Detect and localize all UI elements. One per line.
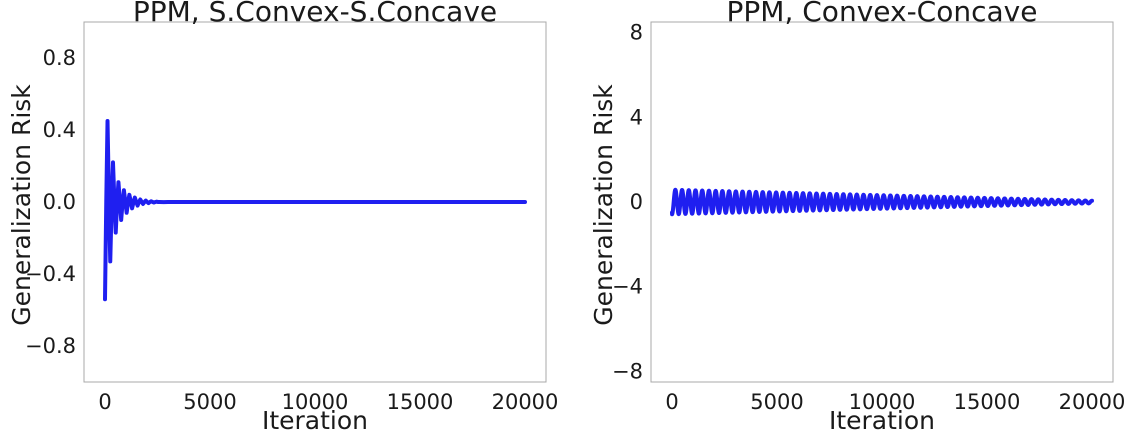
right-chart-title: PPM, Convex-Concave [727,0,1038,28]
right-x-tick-label: 20000 [1059,390,1126,414]
left-y-axis-label: Generalization Risk [7,84,36,326]
left-chart: 0 5000 10000 15000 20000 0.8 0.4 0.0 −0.4 −0.8 P… [7,0,558,435]
right-series-line [670,187,1094,217]
right-x-tick-label: 15000 [954,390,1021,414]
right-y-ticks: 8 4 0 −4 −8 [612,21,643,384]
left-y-tick-label: −0.4 [25,262,76,286]
left-x-tick-label: 15000 [387,390,454,414]
right-series-lines [670,187,1094,217]
left-series-lines [103,119,527,302]
right-y-tick-label: 0 [630,190,643,214]
left-plot-frame [83,21,547,383]
right-y-tick-label: 8 [630,21,643,45]
right-y-axis-label: Generalization Risk [589,84,618,326]
right-x-axis-label: Iteration [829,406,935,435]
left-x-tick-label: 0 [98,390,111,414]
right-x-ticks: 0 5000 10000 15000 20000 [665,390,1125,414]
left-series-line [103,119,527,302]
left-y-tick-label: −0.8 [25,334,76,358]
left-y-tick-label: 0.8 [43,46,76,70]
left-x-tick-label: 20000 [492,390,559,414]
left-y-tick-label: 0.0 [43,190,76,214]
left-x-axis-label: Iteration [262,406,368,435]
right-y-tick-label: 4 [630,105,643,129]
right-plot-frame [650,21,1114,383]
left-y-tick-label: 0.4 [43,118,76,142]
right-chart: 0 5000 10000 15000 20000 8 4 0 −4 −8 PPM, Convex… [589,0,1125,435]
left-x-ticks: 0 5000 10000 15000 20000 [98,390,558,414]
left-y-ticks: 0.8 0.4 0.0 −0.4 −0.8 [25,46,76,358]
left-chart-title: PPM, S.Convex-S.Concave [133,0,497,28]
right-y-tick-label: −4 [612,275,643,299]
left-x-tick-label: 10000 [282,390,349,414]
right-y-tick-label: −8 [612,359,643,383]
right-x-tick-label: 0 [665,390,678,414]
right-x-tick-label: 5000 [750,390,803,414]
left-x-tick-label: 5000 [183,390,236,414]
right-x-tick-label: 10000 [849,390,916,414]
